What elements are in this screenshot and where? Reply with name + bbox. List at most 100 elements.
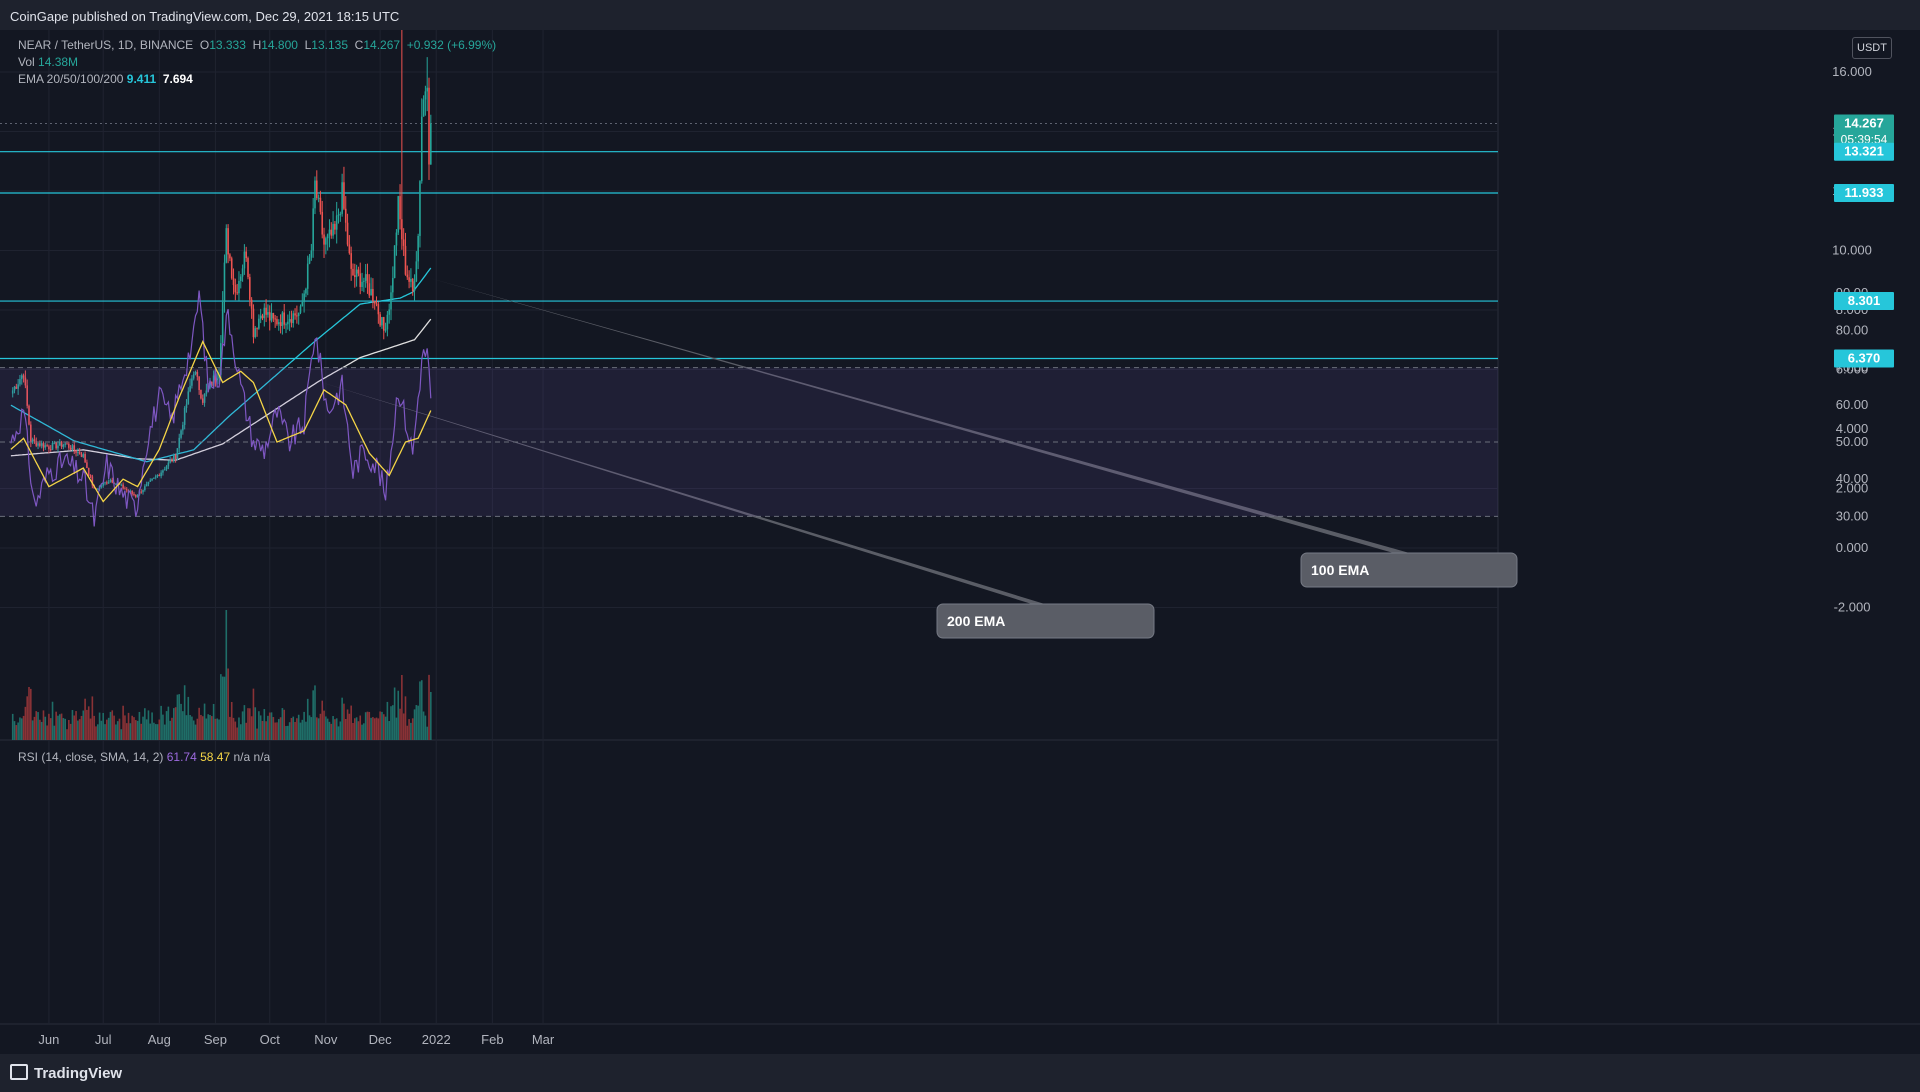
volume-bar <box>15 725 18 740</box>
candle-body <box>230 258 233 279</box>
volume-bar <box>89 718 92 740</box>
volume-bar <box>317 718 320 740</box>
candle-body <box>306 263 309 289</box>
tradingview-logo-icon <box>10 1064 28 1080</box>
volume-bar <box>205 718 208 740</box>
volume-bar <box>254 707 257 740</box>
volume-bar <box>319 713 322 740</box>
volume-bar <box>212 703 215 740</box>
candle-body <box>30 424 32 443</box>
volume-bar <box>326 718 329 740</box>
publish-header: CoinGape published on TradingView.com, D… <box>0 0 1920 30</box>
candle-body <box>82 454 85 457</box>
candle-body <box>33 439 36 441</box>
volume-bar <box>395 717 398 740</box>
volume-bar <box>131 715 133 740</box>
volume-bar <box>390 706 392 740</box>
candle-body <box>290 319 293 324</box>
volume-bar <box>86 709 88 740</box>
volume-bar <box>430 691 432 740</box>
candle-body <box>330 229 333 236</box>
candle-body <box>189 385 191 392</box>
candle-body <box>355 269 358 278</box>
volume-bar <box>138 711 141 740</box>
volume-bar <box>348 713 351 740</box>
volume-bar <box>306 698 309 740</box>
candle-body <box>205 390 208 394</box>
volume-bar <box>69 723 72 740</box>
ema100-line <box>10 267 432 463</box>
volume-bar <box>106 719 108 740</box>
volume-bar <box>377 718 380 740</box>
volume-bar <box>426 726 428 740</box>
volume-bar <box>424 715 427 740</box>
candle-body <box>134 494 137 497</box>
volume-bar <box>11 713 14 740</box>
volume-bar <box>263 709 266 740</box>
volume-bar <box>381 711 383 740</box>
candle-body <box>223 262 226 302</box>
volume-bar <box>142 716 144 740</box>
volume-bar <box>344 718 347 740</box>
candle-body <box>401 219 403 240</box>
volume-bar <box>229 716 231 740</box>
volume-bar <box>211 716 213 740</box>
volume-bar <box>236 727 238 740</box>
candle-body <box>294 313 296 316</box>
candle-body <box>239 276 242 281</box>
volume-bar <box>198 707 200 740</box>
candle-body <box>245 251 247 259</box>
volume-bar <box>221 676 224 740</box>
volume-bar <box>180 703 182 740</box>
volume-bar <box>194 724 197 740</box>
candle-body <box>428 87 430 165</box>
volume-bar <box>341 697 343 740</box>
callout-box <box>1300 552 1518 588</box>
price-tag-label: 13.321 <box>1844 144 1884 159</box>
candle-body <box>256 328 258 330</box>
price-tag-label: 8.301 <box>1848 293 1881 308</box>
candle-body <box>182 424 184 431</box>
candle-body <box>229 254 231 259</box>
volume-bar <box>62 718 65 740</box>
time-axis[interactable]: Jun Jul Aug Sep Oct Nov Dec 2022 Feb Mar <box>38 1032 554 1047</box>
volume-bar <box>158 719 161 740</box>
volume-bar <box>330 723 333 740</box>
volume-bar <box>279 717 282 740</box>
volume-bar <box>58 714 61 740</box>
price-tag <box>1834 349 1894 368</box>
candle-body <box>131 491 133 494</box>
volume-bar <box>350 705 352 740</box>
currency-button[interactable]: USDT <box>1852 37 1892 59</box>
volume-bar <box>220 674 222 740</box>
volume-bar <box>323 710 325 740</box>
symbol-legend: NEAR / TetherUS, 1D, BINANCE O13.333 H14… <box>18 38 497 52</box>
volume-bar <box>241 711 244 740</box>
candle-body <box>388 309 390 315</box>
candle-body <box>28 405 30 425</box>
volume-bar <box>292 716 295 740</box>
candle-body <box>203 393 206 403</box>
volume-bar <box>361 724 363 740</box>
candle-body <box>341 182 343 214</box>
volume-bar <box>357 721 360 740</box>
time-tick-label: Mar <box>532 1032 555 1047</box>
price-tag-label: 6.370 <box>1848 350 1881 365</box>
candle-body <box>192 374 195 379</box>
symbol-name[interactable]: NEAR / TetherUS, 1D, BINANCE <box>18 38 194 52</box>
candle-body <box>145 484 148 487</box>
volume-bar <box>402 713 405 740</box>
candle-body <box>247 258 249 278</box>
volume-bar <box>26 696 28 740</box>
volume-bar <box>355 717 358 740</box>
tradingview-logo[interactable]: TradingView <box>10 1064 122 1082</box>
volume-bar <box>100 720 103 740</box>
ema200-label: 200 EMA <box>947 613 1005 629</box>
candle-body <box>96 488 99 490</box>
candle-body <box>89 475 92 477</box>
high-value: 14.800 <box>261 38 298 52</box>
volume-bar <box>218 719 220 740</box>
price-tag <box>1834 183 1894 202</box>
volume-bar <box>201 716 204 740</box>
